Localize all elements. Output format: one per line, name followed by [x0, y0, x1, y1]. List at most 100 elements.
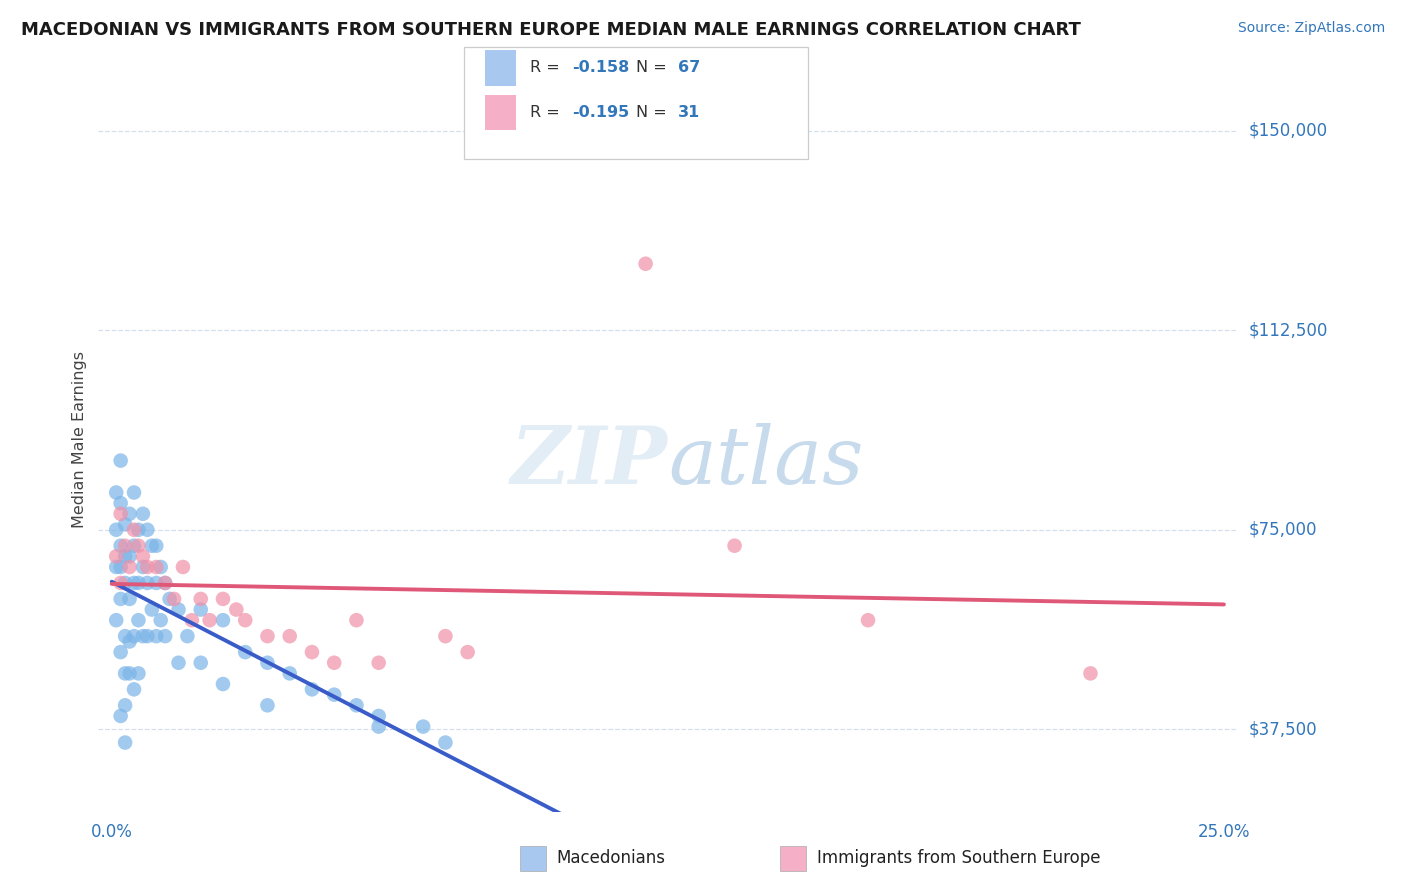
Point [346, 698, 368, 713]
Point [127, 539, 149, 553]
Text: 31: 31 [678, 105, 700, 120]
Point [114, 698, 136, 713]
Text: Macedonians: Macedonians [557, 849, 666, 867]
Point [114, 576, 136, 591]
Text: N =: N = [636, 105, 672, 120]
Point [118, 666, 141, 681]
Point [301, 682, 323, 697]
Point [278, 629, 301, 643]
Point [159, 591, 181, 606]
Point [136, 523, 159, 537]
Point [118, 560, 141, 574]
Point [434, 735, 457, 749]
Text: N =: N = [636, 61, 672, 75]
Point [105, 523, 128, 537]
Point [153, 629, 176, 643]
Y-axis label: Median Male Earnings: Median Male Earnings [72, 351, 87, 528]
Point [136, 560, 159, 574]
Point [323, 688, 346, 702]
Point [225, 602, 247, 616]
Point [122, 523, 145, 537]
Point [110, 576, 132, 591]
Text: ZIP: ZIP [510, 423, 668, 500]
Point [118, 549, 141, 564]
Point [105, 549, 128, 564]
Point [198, 613, 221, 627]
Text: $112,500: $112,500 [1249, 321, 1327, 339]
Point [110, 591, 132, 606]
Point [127, 576, 149, 591]
Text: -0.158: -0.158 [572, 61, 630, 75]
Point [434, 629, 457, 643]
Point [153, 576, 176, 591]
Point [301, 645, 323, 659]
Point [145, 629, 167, 643]
Point [127, 666, 149, 681]
Point [212, 613, 235, 627]
Point [145, 539, 167, 553]
Point [723, 539, 745, 553]
Text: $75,000: $75,000 [1249, 521, 1317, 539]
Point [136, 576, 159, 591]
Point [176, 629, 198, 643]
Point [190, 656, 212, 670]
Point [114, 666, 136, 681]
Point [105, 613, 128, 627]
Point [110, 539, 132, 553]
Point [114, 539, 136, 553]
Point [233, 645, 256, 659]
Text: R =: R = [530, 61, 565, 75]
Point [634, 257, 657, 271]
Point [149, 613, 172, 627]
Point [122, 576, 145, 591]
Point [412, 720, 434, 734]
Point [149, 560, 172, 574]
Point [114, 549, 136, 564]
Point [110, 709, 132, 723]
Point [212, 591, 235, 606]
Point [145, 560, 167, 574]
Point [118, 507, 141, 521]
Point [122, 539, 145, 553]
Point [110, 496, 132, 510]
Point [132, 549, 155, 564]
Text: $150,000: $150,000 [1249, 121, 1327, 140]
Point [141, 602, 163, 616]
Point [122, 485, 145, 500]
Point [132, 560, 155, 574]
Point [163, 591, 186, 606]
Point [167, 602, 190, 616]
Point [367, 720, 389, 734]
Point [190, 591, 212, 606]
Text: -0.195: -0.195 [572, 105, 630, 120]
Point [145, 576, 167, 591]
Point [114, 735, 136, 749]
Point [180, 613, 202, 627]
Point [118, 591, 141, 606]
Point [153, 576, 176, 591]
Point [105, 560, 128, 574]
Point [114, 517, 136, 532]
Point [114, 629, 136, 643]
Point [132, 629, 155, 643]
Point [256, 656, 278, 670]
Text: atlas: atlas [668, 423, 863, 500]
Point [127, 613, 149, 627]
Point [110, 507, 132, 521]
Point [367, 656, 389, 670]
Point [346, 613, 368, 627]
Point [172, 560, 194, 574]
Point [212, 677, 235, 691]
Text: 67: 67 [678, 61, 700, 75]
Point [127, 523, 149, 537]
Point [856, 613, 879, 627]
Point [122, 629, 145, 643]
Point [141, 539, 163, 553]
Text: R =: R = [530, 105, 565, 120]
Text: MACEDONIAN VS IMMIGRANTS FROM SOUTHERN EUROPE MEDIAN MALE EARNINGS CORRELATION C: MACEDONIAN VS IMMIGRANTS FROM SOUTHERN E… [21, 21, 1081, 38]
Point [110, 453, 132, 467]
Point [457, 645, 479, 659]
Point [110, 560, 132, 574]
Point [167, 656, 190, 670]
Point [256, 629, 278, 643]
